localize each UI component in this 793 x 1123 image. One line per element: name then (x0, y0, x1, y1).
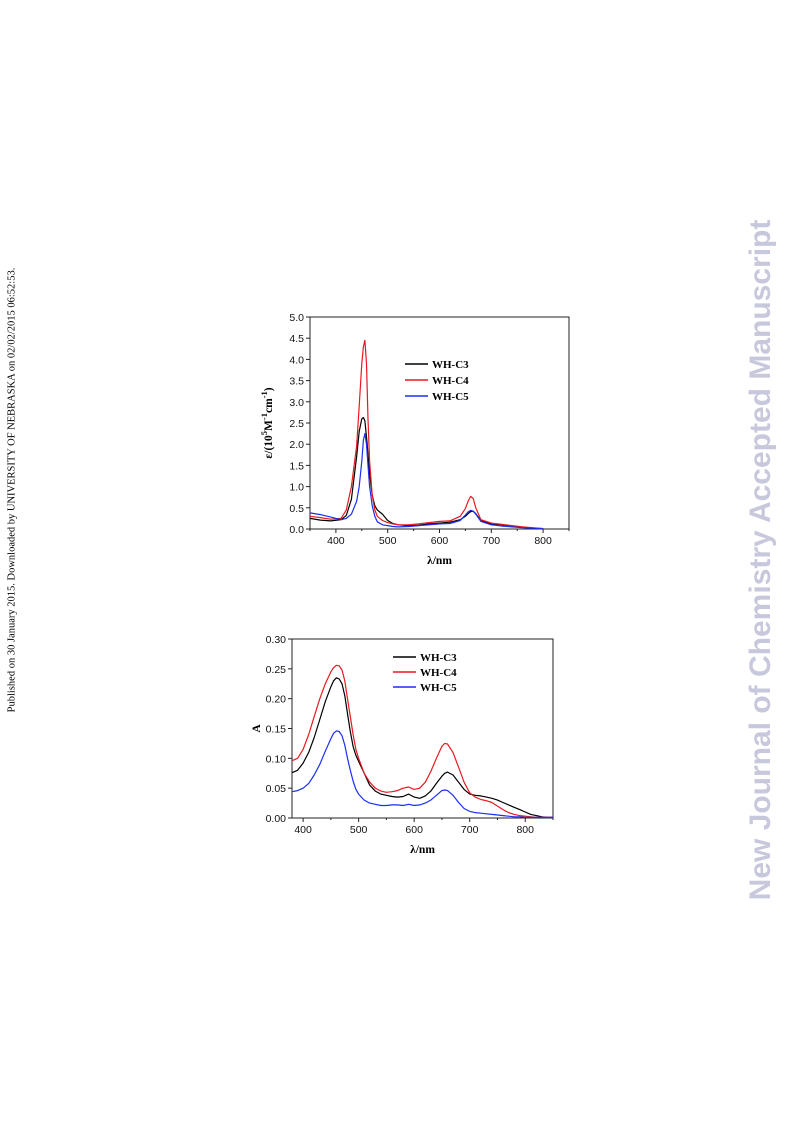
legend-label: WH-C5 (420, 682, 457, 694)
y-label-part: M (263, 420, 275, 431)
y-axis-label: A (251, 724, 263, 733)
y-tick-label: 0.25 (266, 664, 287, 676)
series-line-wh-c5 (310, 433, 544, 529)
y-tick-label: 0.15 (266, 724, 287, 736)
y-tick-label: 1.5 (289, 460, 304, 472)
plot-frame (291, 638, 554, 819)
y-tick-label: 0.5 (289, 503, 304, 515)
y-label-superscript: -1 (259, 413, 269, 420)
y-label-part: ε/(10 (263, 435, 275, 459)
legend-label: WH-C3 (420, 652, 457, 664)
x-tick-label: 600 (431, 535, 449, 547)
y-tick-label: 0.00 (266, 813, 287, 825)
x-tick-label: 800 (516, 824, 534, 836)
series-line-wh-c3 (292, 677, 553, 818)
series-line-wh-c4 (310, 339, 544, 529)
y-tick-label: 0.20 (266, 694, 287, 706)
x-tick-label: 500 (379, 535, 397, 547)
y-tick-label: 0.0 (289, 524, 304, 536)
y-tick-label: 2.5 (289, 418, 304, 430)
legend-label: WH-C4 (420, 667, 457, 679)
legend-label: WH-C3 (432, 359, 469, 371)
x-tick-label: 400 (294, 824, 312, 836)
x-tick-label: 800 (534, 535, 552, 547)
x-tick-label: 700 (483, 535, 501, 547)
y-label-superscript: 5 (259, 431, 269, 435)
y-tick-label: 3.0 (289, 397, 304, 409)
y-label-part: ) (263, 387, 275, 391)
x-axis-label: λ/nm (410, 844, 435, 856)
y-tick-label: 3.5 (289, 376, 304, 388)
y-tick-label: 0.10 (266, 753, 287, 765)
y-label-part: cm (263, 398, 275, 413)
legend-label: WH-C5 (432, 391, 469, 403)
legend-label: WH-C4 (432, 375, 469, 387)
y-tick-label: 0.30 (266, 634, 287, 646)
y-axis-label: ε/(105M-1cm-1) (259, 387, 275, 458)
x-tick-label: 700 (461, 824, 479, 836)
y-tick-label: 1.0 (289, 482, 304, 494)
y-tick-label: 4.0 (289, 354, 304, 366)
x-tick-label: 600 (405, 824, 423, 836)
series-line-wh-c5 (292, 730, 553, 818)
y-tick-label: 5.0 (289, 312, 304, 324)
y-tick-label: 2.0 (289, 439, 304, 451)
y-tick-label: 0.05 (266, 783, 287, 795)
x-tick-label: 400 (327, 535, 345, 547)
y-label-superscript: -1 (259, 391, 269, 398)
y-tick-label: 4.5 (289, 333, 304, 345)
x-axis-label: λ/nm (427, 555, 452, 567)
x-tick-label: 500 (350, 824, 368, 836)
series-line-wh-c4 (292, 664, 553, 818)
